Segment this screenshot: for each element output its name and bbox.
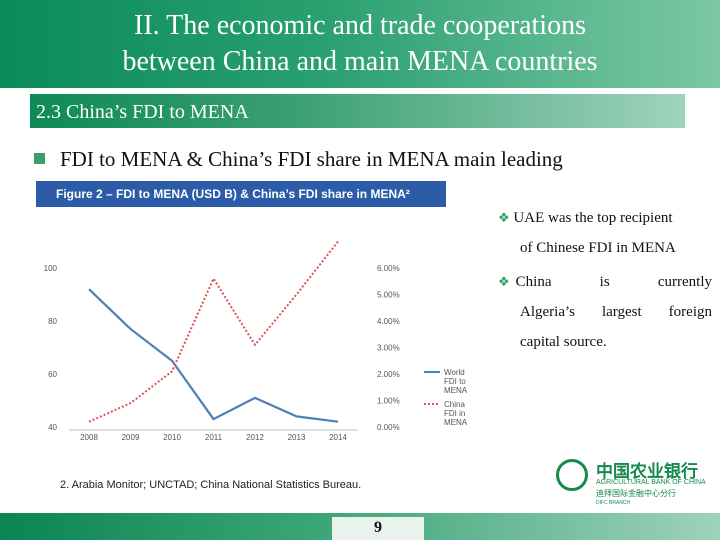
left-axis-tick: 60 (48, 370, 57, 379)
subtitle-bar (30, 94, 685, 128)
x-axis-tick: 2014 (329, 433, 347, 442)
title-bar (0, 0, 720, 88)
legend-label: MENA (444, 418, 468, 427)
figure-caption: Figure 2 – FDI to MENA (USD B) & China’s… (56, 187, 410, 201)
note-algeria-line3: capital source. (520, 334, 607, 350)
x-axis-tick: 2008 (80, 433, 98, 442)
right-axis-tick: 3.00% (377, 344, 400, 353)
x-axis-tick: 2010 (163, 433, 181, 442)
diamond-bullet-icon: ❖ (498, 274, 510, 289)
legend-label: World (444, 368, 465, 377)
slide-title: II. The economic and trade cooperations … (0, 8, 720, 80)
note-uae: ❖ UAE was the top recipient of Chinese F… (498, 203, 712, 263)
abc-logo-icon (556, 459, 588, 491)
note-algeria-line2: Algeria’s largest foreign (520, 304, 712, 320)
x-axis-tick: 2009 (122, 433, 140, 442)
slide-title-line2: between China and main MENA countries (122, 46, 598, 77)
left-axis-tick: 40 (48, 423, 57, 432)
main-bullet: FDI to MENA & China’s FDI share in MENA … (60, 147, 563, 171)
bank-logo: 中国农业银行 AGRICULTURAL BANK OF CHINA 迪拜国际金融… (556, 457, 716, 509)
page-number: 9 (374, 519, 382, 536)
china-fdi-line (88, 240, 339, 423)
slide-title-line1: II. The economic and trade cooperations (134, 10, 586, 41)
logo-english-name: AGRICULTURAL BANK OF CHINA (596, 479, 706, 486)
source-footnote: 2. Arabia Monitor; UNCTAD; China Nationa… (60, 479, 362, 491)
note-algeria: ❖ China is currently Algeria’s largest f… (498, 267, 712, 357)
right-axis-tick: 5.00% (377, 291, 400, 300)
world-fdi-line (88, 288, 339, 423)
left-axis-tick: 80 (48, 317, 57, 326)
note-uae-line2: of Chinese FDI in MENA (520, 240, 676, 256)
note-uae-line1: UAE was the top recipient (513, 210, 673, 226)
right-axis-tick: 2.00% (377, 370, 400, 379)
legend-label: China (444, 400, 465, 409)
logo-chinese-name: 中国农业银行 (596, 462, 698, 482)
square-bullet-icon (34, 153, 45, 164)
logo-branch-chinese: 迪拜国际金融中心分行 (596, 489, 676, 498)
right-axis-tick: 0.00% (377, 423, 400, 432)
legend-label: MENA (444, 386, 468, 395)
x-axis-tick: 2012 (246, 433, 264, 442)
right-axis-tick: 6.00% (377, 264, 400, 273)
section-subtitle: 2.3 China’s FDI to MENA (36, 101, 249, 123)
figure-caption-bar (36, 181, 446, 207)
legend-label: FDI in (444, 409, 465, 418)
note-algeria-line1: China is currently (515, 274, 712, 290)
x-axis-tick: 2011 (205, 433, 223, 442)
right-axis-tick: 4.00% (377, 317, 400, 326)
right-axis-tick: 1.00% (377, 397, 400, 406)
diamond-bullet-icon: ❖ (498, 210, 510, 225)
page-number-box (332, 517, 424, 540)
legend-label: FDI to (444, 377, 466, 386)
left-axis-tick: 100 (44, 264, 58, 273)
x-axis-tick: 2013 (288, 433, 306, 442)
logo-branch-english: DIFC BRANCH (596, 500, 631, 506)
